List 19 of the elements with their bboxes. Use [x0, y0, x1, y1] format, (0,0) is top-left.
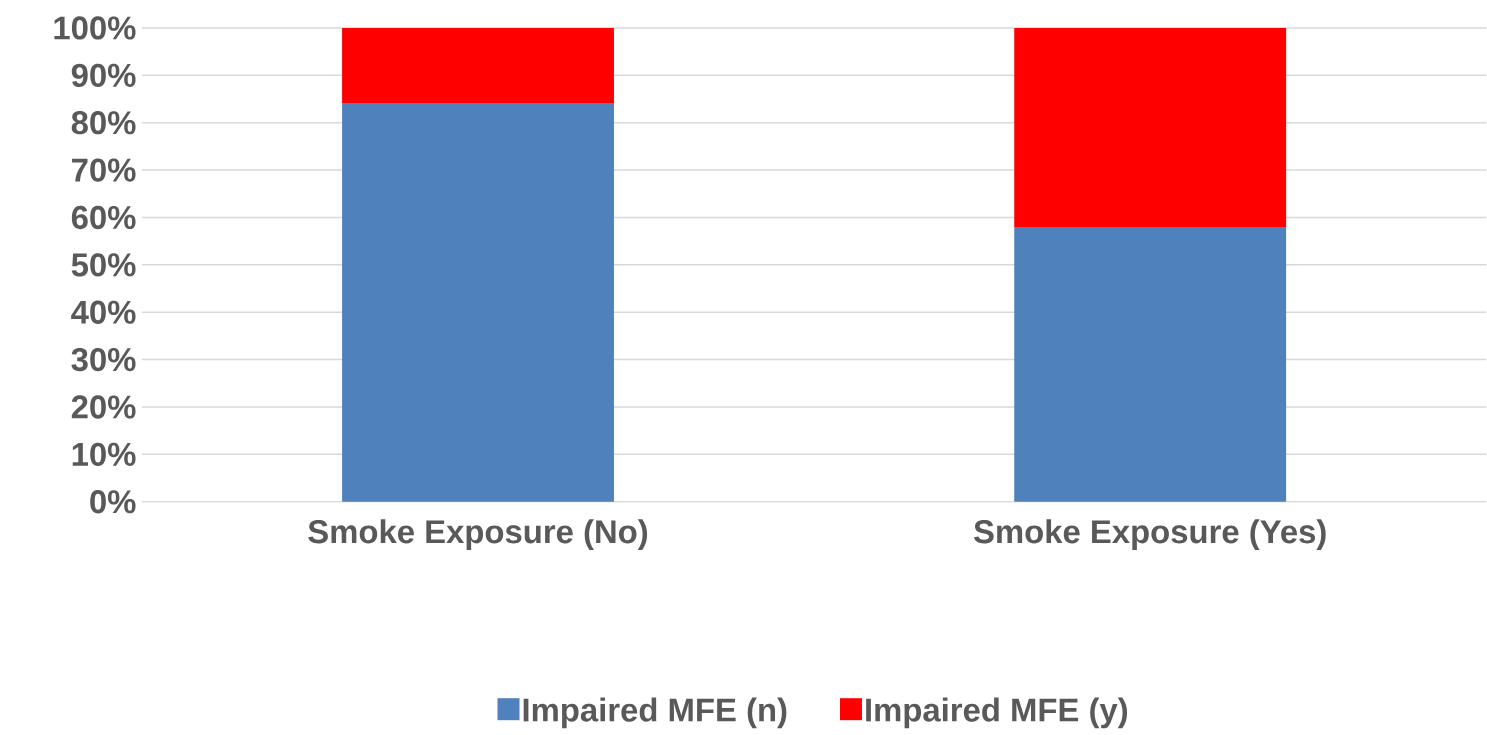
- y-tick-label: 50%: [71, 253, 136, 277]
- y-tick-label: 70%: [72, 158, 136, 182]
- y-tick-label: 100%: [54, 16, 136, 40]
- y-tick-label: 90%: [71, 63, 136, 88]
- x-tick-label: Smoke Exposure (No): [308, 519, 648, 551]
- y-tick-label: 30%: [71, 348, 136, 372]
- y-tick-label: 40%: [71, 300, 136, 325]
- y-tick-label: 60%: [71, 206, 136, 230]
- legend-label: Impaired MFE (n): [523, 697, 787, 729]
- y-tick-label: 10%: [72, 442, 136, 467]
- bar: [342, 103, 614, 502]
- y-tick-label: 80%: [71, 111, 136, 135]
- bar: [1014, 227, 1287, 502]
- legend-label: Impaired MFE (y): [866, 697, 1128, 729]
- y-tick-label: 20%: [71, 395, 136, 419]
- x-tick-label: Smoke Exposure (Yes): [973, 519, 1326, 551]
- bar: [342, 28, 614, 104]
- bar: [1014, 28, 1287, 228]
- y-tick-label: 0%: [90, 490, 136, 514]
